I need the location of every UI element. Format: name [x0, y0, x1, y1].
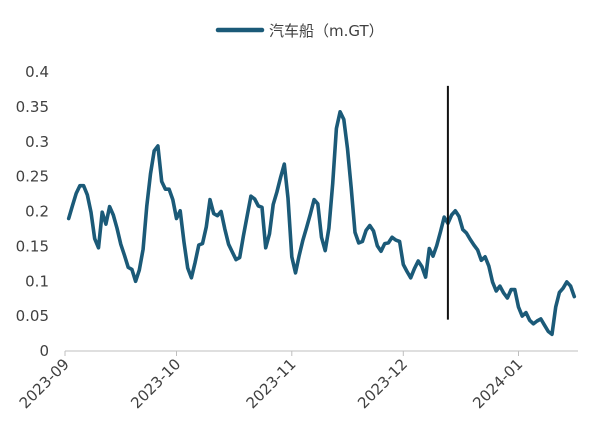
legend-label: 汽车船（m.GT）: [269, 22, 384, 40]
plot-area: [66, 110, 577, 337]
y-tick-label: 0.3: [25, 133, 49, 151]
y-tick-label: 0: [39, 342, 49, 360]
x-tick-label: 2023-11: [243, 355, 300, 412]
y-tick-label: 0.15: [16, 237, 49, 255]
x-tick-label: 2023-09: [16, 355, 73, 412]
series-line: [66, 110, 577, 337]
x-tick-label: 2023-12: [354, 355, 411, 412]
y-tick-label: 0.05: [16, 307, 49, 325]
y-tick-label: 0.1: [25, 272, 49, 290]
x-tick-label: 2024-01: [469, 355, 526, 412]
y-tick-label: 0.4: [25, 63, 49, 81]
y-tick-label: 0.25: [16, 168, 49, 186]
y-axis: 0 0.05 0.1 0.15 0.2 0.25 0.3 0.35 0.4: [16, 63, 49, 360]
y-tick-label: 0.2: [25, 203, 49, 221]
legend: 汽车船（m.GT）: [215, 22, 384, 40]
y-tick-label: 0.35: [16, 98, 49, 116]
x-axis: 2023-09 2023-10 2023-11 2023-12 2024-01: [16, 350, 578, 412]
x-tick-label: 2023-10: [127, 355, 184, 412]
